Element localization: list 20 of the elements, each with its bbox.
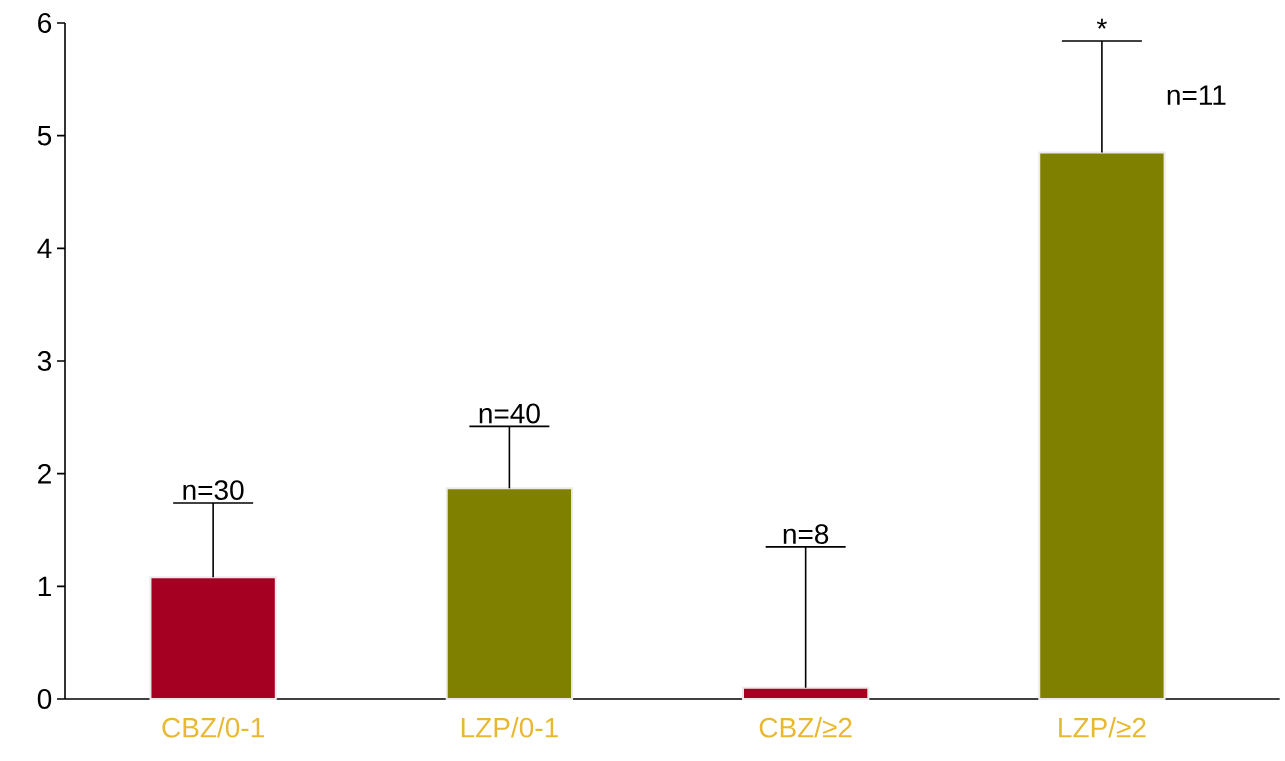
annotation: n=40: [479, 403, 540, 424]
annotation: *: [1096, 18, 1107, 29]
annotation: n=8: [783, 524, 829, 544]
x-tick-label: CBZ/0-1: [162, 717, 264, 738]
y-tick-label: 4: [37, 238, 52, 258]
y-tick-label: 2: [38, 463, 51, 484]
bar: [445, 487, 574, 700]
x-tick-label: LZP/0-1: [461, 717, 558, 738]
x-tick-label: CBZ/≥2: [759, 717, 852, 738]
y-tick-label: 0: [37, 689, 52, 709]
annotation: n=30: [183, 480, 244, 501]
bar: [741, 686, 870, 700]
x-tick-label: LZP/≥2: [1059, 717, 1146, 738]
bar: [149, 576, 277, 700]
annotation: n=11: [1167, 85, 1226, 105]
y-tick-label: 6: [38, 13, 52, 33]
y-tick-label: 3: [37, 351, 52, 371]
y-tick-label: 1: [38, 576, 51, 596]
y-tick-label: 5: [37, 125, 52, 146]
bar: [1038, 151, 1166, 700]
